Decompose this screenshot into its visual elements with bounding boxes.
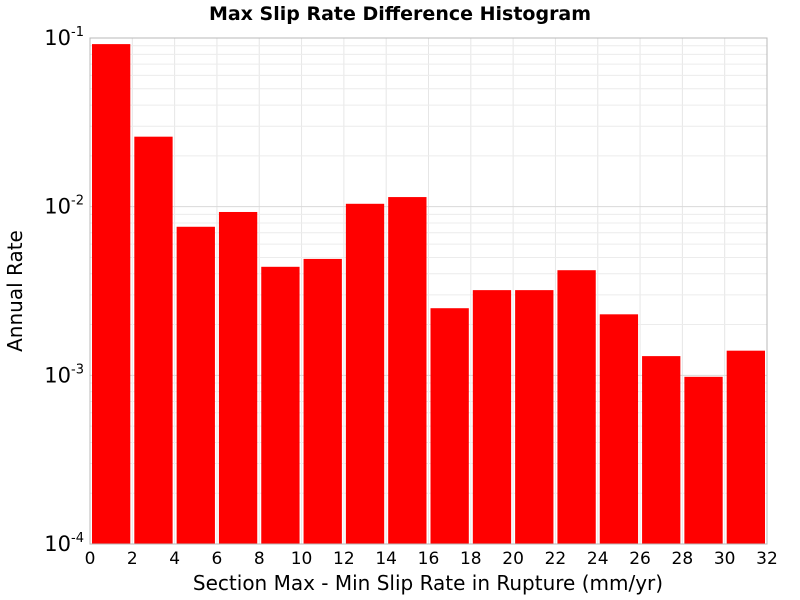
plot-area — [89, 37, 768, 545]
x-tick-label: 16 — [418, 549, 440, 569]
x-tick-label: 4 — [169, 549, 180, 569]
histogram-bar-10 — [472, 290, 512, 544]
y-tick-exponent: -4 — [71, 531, 84, 546]
x-tick-label: 20 — [502, 549, 524, 569]
x-tick-label: 0 — [85, 549, 96, 569]
plot-border — [89, 37, 768, 545]
y-tick-base: 10 — [44, 26, 71, 50]
x-tick-label: 32 — [756, 549, 778, 569]
y-axis-ticks: 10-410-310-210-1 — [44, 25, 84, 556]
x-tick-label: 30 — [714, 549, 736, 569]
y-tick-exponent: -2 — [71, 194, 84, 209]
y-tick-label: 10-4 — [44, 531, 84, 556]
histogram-bar-16 — [726, 350, 765, 544]
y-tick-label: 10-1 — [44, 25, 84, 50]
histogram-bar-1 — [92, 44, 131, 544]
histogram-bar-3 — [176, 226, 215, 544]
x-axis-ticks: 0 2 4 6 8 10 12 14 16 18 20 22 24 26 28 30 32 — [85, 549, 778, 569]
x-tick-label: 26 — [629, 549, 651, 569]
histogram-bar-8 — [388, 197, 427, 544]
histogram-bar-9 — [430, 308, 469, 544]
y-axis-title: Annual Rate — [3, 230, 27, 352]
x-tick-label: 12 — [333, 549, 355, 569]
bars — [92, 44, 765, 545]
histogram-bar-11 — [515, 290, 554, 544]
x-tick-label: 22 — [545, 549, 567, 569]
y-tick-base: 10 — [44, 195, 71, 219]
x-tick-label: 8 — [254, 549, 265, 569]
y-tick-exponent: -1 — [71, 25, 84, 40]
histogram-bar-13 — [599, 314, 639, 544]
histogram-bar-7 — [345, 203, 385, 545]
histogram-bar-14 — [642, 356, 681, 544]
y-tick-base: 10 — [44, 363, 71, 387]
x-tick-label: 24 — [587, 549, 609, 569]
x-axis-title: Section Max - Min Slip Rate in Rupture (… — [193, 571, 663, 595]
histogram-bar-5 — [261, 266, 300, 544]
histogram-bar-6 — [303, 258, 342, 544]
x-tick-label: 10 — [291, 549, 313, 569]
y-tick-label: 10-2 — [44, 194, 84, 219]
x-tick-label: 2 — [127, 549, 138, 569]
y-tick-label: 10-3 — [44, 362, 84, 387]
x-tick-label: 6 — [212, 549, 223, 569]
histogram-bar-2 — [134, 136, 173, 544]
x-tick-label: 28 — [672, 549, 694, 569]
histogram-bar-4 — [218, 211, 258, 544]
histogram-bar-15 — [684, 376, 723, 544]
chart-title: Max Slip Rate Difference Histogram — [209, 3, 591, 25]
y-tick-exponent: -3 — [71, 362, 84, 377]
x-tick-label: 18 — [460, 549, 482, 569]
y-tick-base: 10 — [44, 532, 71, 556]
histogram-bar-12 — [557, 270, 596, 544]
x-tick-label: 14 — [375, 549, 397, 569]
